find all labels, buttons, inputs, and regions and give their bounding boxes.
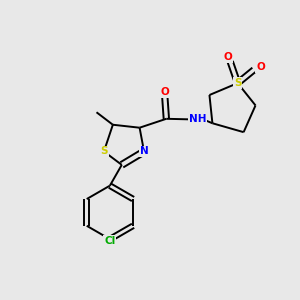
Text: N: N	[140, 146, 148, 157]
Text: S: S	[100, 146, 108, 157]
Text: O: O	[160, 87, 169, 97]
Text: NH: NH	[188, 114, 206, 124]
Text: S: S	[234, 78, 242, 88]
Text: O: O	[224, 52, 233, 62]
Text: O: O	[256, 62, 265, 72]
Text: Cl: Cl	[104, 236, 116, 246]
